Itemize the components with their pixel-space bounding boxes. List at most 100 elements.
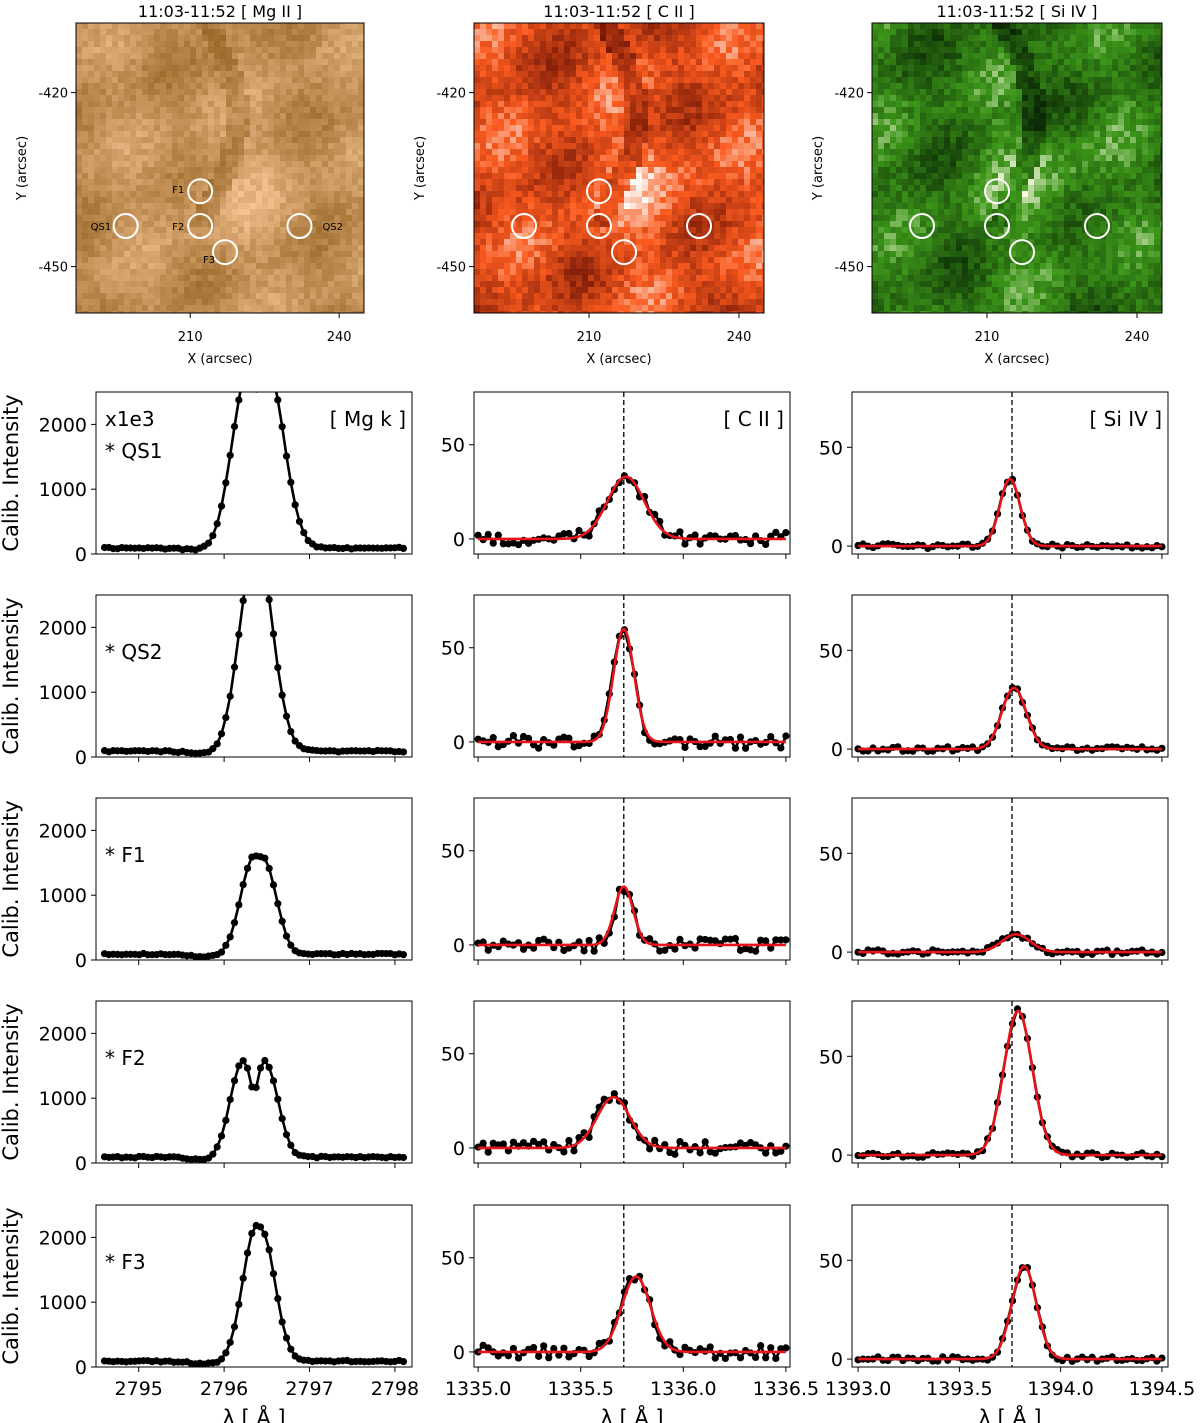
map-pixel (292, 119, 298, 125)
map-pixel (274, 119, 280, 125)
map-pixel (154, 227, 160, 233)
map-pixel (558, 269, 564, 275)
map-pixel (130, 287, 136, 293)
map-pixel (720, 245, 726, 251)
map-pixel (1070, 23, 1076, 29)
map-pixel (576, 155, 582, 161)
map-pixel (660, 299, 666, 305)
map-pixel (540, 23, 546, 29)
map-pixel (582, 221, 588, 227)
map-pixel (274, 47, 280, 53)
map-pixel (756, 47, 762, 53)
map-pixel (106, 245, 112, 251)
map-pixel (558, 299, 564, 305)
map-pixel (286, 89, 292, 95)
map-pixel (172, 269, 178, 275)
map-pixel (280, 221, 286, 227)
map-pixel (522, 227, 528, 233)
map-pixel (660, 101, 666, 107)
map-pixel (618, 245, 624, 251)
map-pixel (666, 281, 672, 287)
map-pixel (546, 113, 552, 119)
map-pixel (334, 131, 340, 137)
map-pixel (486, 209, 492, 215)
map-pixel (172, 275, 178, 281)
map-pixel (540, 143, 546, 149)
map-pixel (196, 275, 202, 281)
map-pixel (480, 179, 486, 185)
map-pixel (642, 95, 648, 101)
map-pixel (540, 227, 546, 233)
map-pixel (262, 83, 268, 89)
map-pixel (112, 101, 118, 107)
map-pixel (648, 83, 654, 89)
map-pixel (492, 167, 498, 173)
map-pixel (304, 143, 310, 149)
map-pixel (256, 179, 262, 185)
map-pixel (88, 287, 94, 293)
map-pixel (166, 113, 172, 119)
map-pixel (690, 95, 696, 101)
map-pixel (94, 35, 100, 41)
map-pixel (570, 53, 576, 59)
map-pixel (358, 203, 364, 209)
map-pixel (552, 173, 558, 179)
map-pixel (696, 203, 702, 209)
map-pixel (352, 203, 358, 209)
map-pixel (190, 137, 196, 143)
region-circle-f1 (586, 178, 612, 205)
map-pixel (732, 53, 738, 59)
map-pixel (654, 233, 660, 239)
map-pixel (480, 227, 486, 233)
map-pixel (190, 155, 196, 161)
map-pixel (130, 23, 136, 29)
map-pixel (528, 137, 534, 143)
map-pixel (564, 161, 570, 167)
map-pixel (564, 71, 570, 77)
map-pixel (274, 191, 280, 197)
map-pixel (920, 23, 926, 29)
map-pixel (902, 41, 908, 47)
map-pixel (94, 173, 100, 179)
map-pixel (678, 191, 684, 197)
map-pixel (582, 203, 588, 209)
map-pixel (594, 143, 600, 149)
map-pixel (672, 59, 678, 65)
map-pixel (564, 269, 570, 275)
map-pixel (756, 245, 762, 251)
map-pixel (648, 311, 654, 313)
map-pixel (226, 203, 232, 209)
map-pixel (702, 203, 708, 209)
map-pixel (238, 257, 244, 263)
map-pixel (588, 191, 594, 197)
map-pixel (124, 65, 130, 71)
map-pixel (316, 287, 322, 293)
map-pixel (226, 125, 232, 131)
map-pixel (346, 101, 352, 107)
map-pixel (178, 233, 184, 239)
map-pixel (304, 65, 310, 71)
map-pixel (226, 239, 232, 245)
map-pixel (534, 305, 540, 311)
map-pixel (298, 257, 304, 263)
map-pixel (492, 173, 498, 179)
map-pixel (358, 179, 364, 185)
map-pixel (184, 77, 190, 83)
map-pixel (684, 35, 690, 41)
map-pixel (672, 257, 678, 263)
map-pixel (214, 77, 220, 83)
map-pixel (612, 155, 618, 161)
map-pixel (274, 83, 280, 89)
map-pixel (732, 251, 738, 257)
map-pixel (322, 299, 328, 305)
map-pixel (522, 107, 528, 113)
map-pixel (166, 119, 172, 125)
map-pixel (714, 119, 720, 125)
map-pixel (202, 167, 208, 173)
map-pixel (534, 209, 540, 215)
map-pixel (486, 167, 492, 173)
map-pixel (244, 221, 250, 227)
map-pixel (214, 197, 220, 203)
map-pixel (570, 95, 576, 101)
map-pixel (480, 287, 486, 293)
